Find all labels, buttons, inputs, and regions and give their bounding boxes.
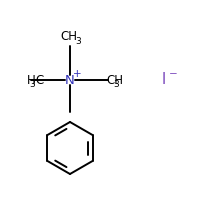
Text: CH: CH (106, 73, 123, 86)
Text: CH: CH (60, 30, 78, 43)
Text: 3: 3 (30, 80, 35, 89)
Text: C: C (36, 73, 44, 86)
Text: H: H (27, 73, 36, 86)
Text: −: − (169, 69, 178, 79)
Text: N: N (65, 73, 75, 86)
Text: +: + (73, 69, 82, 79)
Text: 3: 3 (114, 80, 119, 89)
Text: 3: 3 (75, 37, 81, 46)
Text: I: I (162, 72, 166, 88)
